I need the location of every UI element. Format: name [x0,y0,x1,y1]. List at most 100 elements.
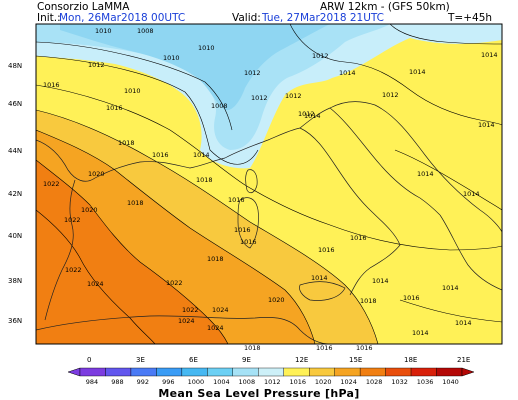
coast-italy [224,127,401,296]
contour-label: 1016 [240,238,257,246]
coast-iberia-france [36,139,226,182]
colorbar-swatch [334,367,361,377]
lon-label: 21E [457,356,470,364]
colorbar-title: Mean Sea Level Pressure [hPa] [158,387,360,400]
contour-label: 1022 [43,180,60,188]
contour-label: 1018 [244,344,261,352]
colorbar-swatch [130,367,157,377]
contour-label: 1020 [88,170,105,178]
contour-label: 1014 [304,112,321,120]
isobar [36,41,233,131]
contour-label: 1018 [360,297,377,305]
contour-label: 1008 [137,27,154,35]
colorbar-tick-label: 996 [162,378,174,386]
lat-axis: 48N 46N 44N 42N 40N 38N 36N [8,62,22,325]
contour-label: 1022 [65,266,82,274]
forecast-step: T=+45h [448,12,493,24]
coast-corsica [245,169,258,194]
isobar [36,159,229,344]
isobar [36,55,259,165]
contour-label: 1014 [193,151,210,159]
colorbar-tick-label: 1032 [391,378,408,386]
colorbar-swatch [79,367,106,377]
lon-label: 18E [404,356,417,364]
contour-label: 1010 [124,87,141,95]
contour-label: 1018 [196,176,213,184]
contour-label: 1014 [478,121,495,129]
colorbar-tick-label: 1020 [315,378,332,386]
coast-sicily [299,281,346,301]
contour-label: 1014 [455,319,472,327]
contour-label: 1022 [182,306,199,314]
contour-label: 1010 [163,54,180,62]
contour-label: 1014 [481,51,498,59]
colorbar: 984 988 992 996 1000 1004 1008 1012 1016 1020 1024… [67,367,475,386]
contour-label: 1022 [166,279,183,287]
contour-label: 1014 [463,190,480,198]
colorbar-swatch [207,367,233,377]
colorbar-swatch [359,367,386,377]
lon-label: 12E [295,356,308,364]
contour-label: 1016 [403,294,420,302]
contour-label: 1012 [244,69,261,77]
colorbar-tick-label: 1012 [264,378,281,386]
coastlines [36,101,502,344]
contour-label: 1012 [312,52,329,60]
contour-label: 1022 [64,216,81,224]
contour-label: 1010 [198,44,215,52]
colorbar-swatch [181,367,208,377]
contour-label: 1016 [234,226,251,234]
contour-label: 1014 [417,170,434,178]
colorbar-swatch [258,367,284,377]
lat-label: 40N [8,232,22,240]
lon-label: 0 [87,356,91,364]
init-time: Mon, 26Mar2018 00UTC [59,12,186,24]
colorbar-tick-label: 988 [111,378,123,386]
contour-label: 1024 [178,317,195,325]
colorbar-swatch [385,367,412,377]
lon-label: 9E [242,356,251,364]
colorbar-swatch [410,367,437,377]
contour-label: 1016 [152,151,169,159]
isobar [36,209,156,344]
contour-label: 1018 [207,255,224,263]
isobar [389,24,502,45]
shading-layer [36,24,502,344]
contour-label: 1020 [268,296,285,304]
isobar [36,84,502,251]
coast-italy-east [299,107,441,216]
coast-north-africa [36,315,331,344]
colorbar-swatch [309,367,335,377]
colorbar-tick-label: 1008 [239,378,256,386]
colorbar-tick-label: 992 [137,378,149,386]
contour-label: 1008 [211,102,228,110]
contour-label: 1020 [81,206,98,214]
map-frame [35,23,503,345]
colorbar-arrow-low [67,367,81,377]
lat-label: 46N [8,100,22,108]
org-title: Consorzio LaMMA [37,1,130,13]
colorbar-tick-label: 1016 [289,378,306,386]
colorbar-tick-label: 1036 [417,378,434,386]
init-label: Init.: [37,12,61,24]
shade-1006-1008 [60,24,330,111]
model-label: ARW 12km - (GFS 50km) [320,1,450,13]
contour-label: 1014 [311,274,328,282]
contour-label: 1012 [382,91,399,99]
colorbar-tick-label: 1004 [213,378,230,386]
lat-label: 38N [8,277,22,285]
coast-iberia-east [44,179,76,321]
contour-label: 1016 [356,344,373,352]
colorbar-swatch [232,367,259,377]
shade-1024-1028 [36,160,228,344]
isobar [289,24,502,126]
isobar [399,299,502,323]
contour-label: 1014 [339,69,356,77]
contour-label: 1018 [127,199,144,207]
colorbar-swatch [105,367,132,377]
colorbar-swatch [436,367,463,377]
contour-label: 1012 [88,61,105,69]
colorbar-tick-label: 984 [86,378,98,386]
colorbar-tick-label: 1024 [340,378,357,386]
